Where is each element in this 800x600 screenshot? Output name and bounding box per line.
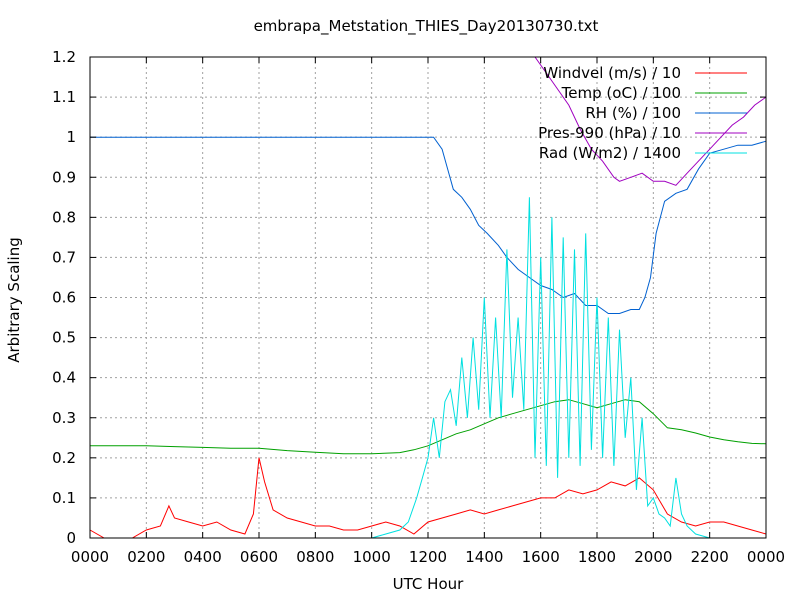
x-tick-label: 0800: [296, 548, 334, 566]
y-tick-label: 0.8: [52, 208, 76, 226]
y-tick-label: 0.3: [52, 409, 76, 427]
series-layer: [89, 56, 767, 539]
x-tick-label: 0400: [184, 548, 222, 566]
x-tick-labels: 0000 0200 0400 0600 0800 1000 1200 1400 1600 1800…: [71, 548, 785, 566]
y-tick-label: 0.6: [52, 289, 76, 307]
legend-label: Windvel (m/s) / 10: [543, 64, 681, 82]
x-tick-label: 1600: [522, 548, 560, 566]
y-tick-label: 1.1: [52, 88, 76, 106]
y-tick-labels: 0 0.1 0.2 0.3 0.4 0.5 0.6 0.7 0.8 0.9 1 1.1 1.2: [52, 48, 76, 547]
legend-label: Temp (oC) / 100: [561, 84, 681, 102]
legend-label: RH (%) / 100: [585, 104, 681, 122]
legend-label: Pres-990 (hPa) / 10: [538, 124, 681, 142]
x-tick-label: 1200: [409, 548, 447, 566]
x-tick-label: 2000: [634, 548, 672, 566]
x-tick-label: 2200: [691, 548, 729, 566]
y-tick-label: 0.7: [52, 248, 76, 266]
y-tick-label: 0.2: [52, 449, 76, 467]
x-tick-label: 0000: [747, 548, 785, 566]
y-tick-label: 1: [66, 128, 76, 146]
tick-marks: [89, 56, 767, 539]
y-tick-label: 1.2: [52, 48, 76, 66]
series-line-3: [90, 136, 767, 314]
x-tick-label: 1800: [578, 548, 616, 566]
y-axis-label: Arbitrary Scaling: [5, 237, 23, 363]
x-axis-label: UTC Hour: [393, 575, 464, 593]
series-line-2: [90, 399, 767, 455]
x-tick-label: 0000: [71, 548, 109, 566]
chart-title: embrapa_Metstation_THIES_Day20130730.txt: [254, 17, 599, 36]
series-line-5: [90, 197, 766, 539]
x-tick-label: 1000: [353, 548, 391, 566]
legend-label: Rad (W/m2) / 1400: [539, 144, 681, 162]
x-tick-label: 1400: [465, 548, 503, 566]
legend: Windvel (m/s) / 10 Temp (oC) / 100 RH (%) …: [538, 64, 747, 162]
y-tick-label: 0.9: [52, 168, 76, 186]
y-tick-label: 0.4: [52, 369, 76, 387]
x-tick-label: 0600: [240, 548, 278, 566]
x-tick-label: 0200: [127, 548, 165, 566]
y-tick-label: 0: [66, 529, 76, 547]
y-tick-label: 0.5: [52, 329, 76, 347]
series-line-4: [534, 56, 767, 186]
y-tick-label: 0.1: [52, 489, 76, 507]
